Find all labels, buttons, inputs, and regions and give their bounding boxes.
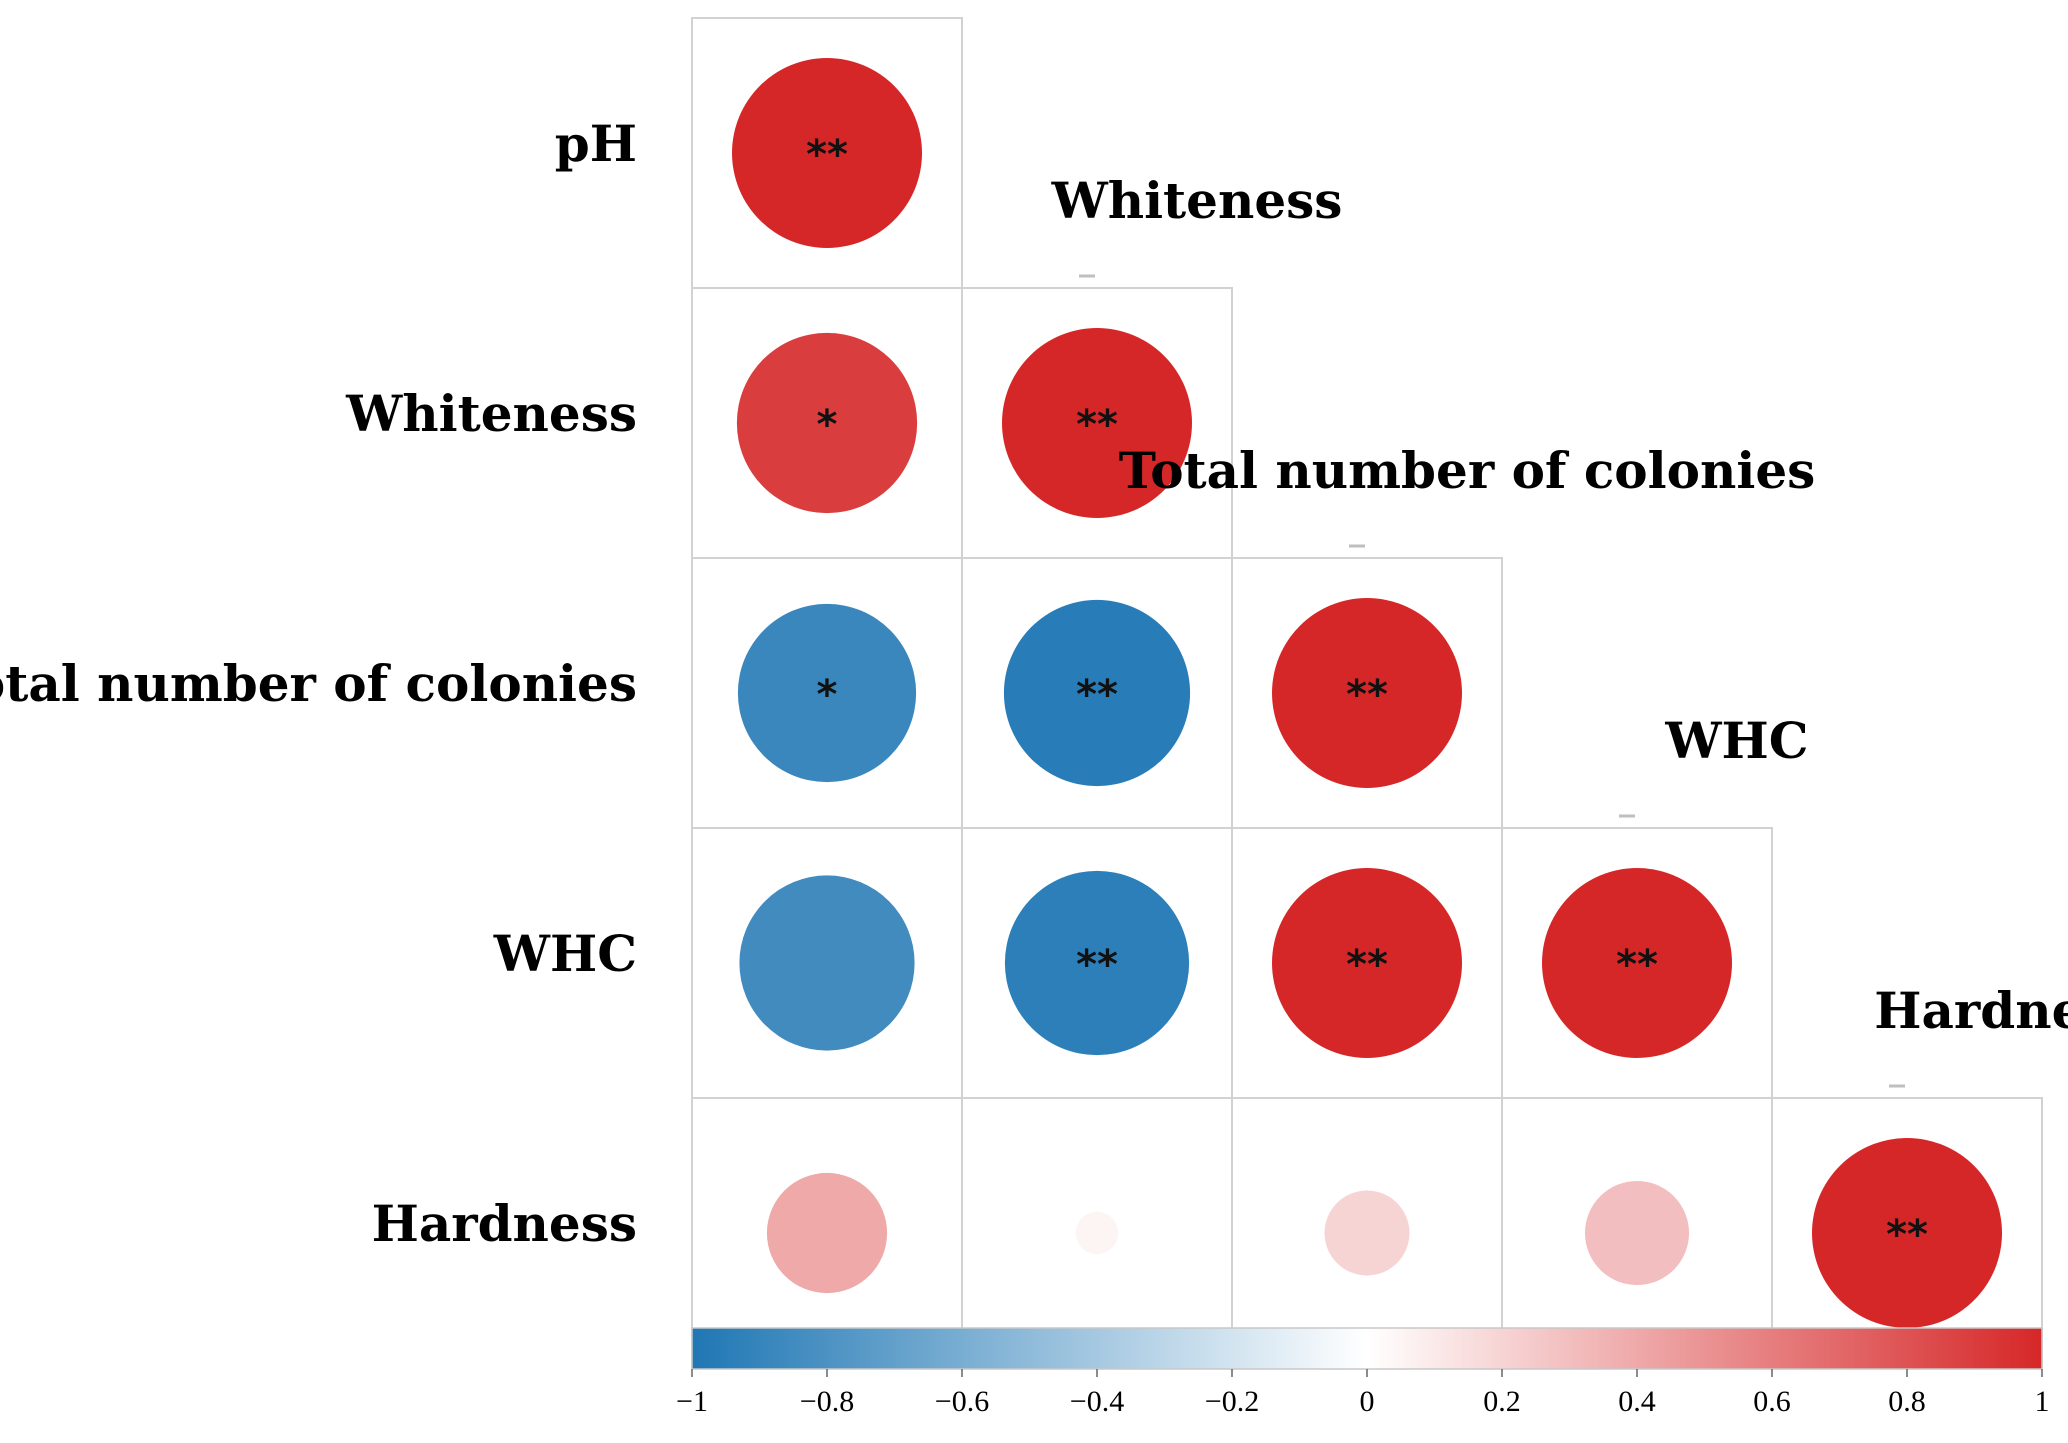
row-label-whc: WHC <box>493 924 637 983</box>
significance-marker: ** <box>1076 942 1118 988</box>
correlation-circle-4-3 <box>1584 1180 1690 1286</box>
correlation-circle-4-2 <box>1324 1190 1410 1276</box>
significance-marker: ** <box>1346 672 1388 718</box>
row-label-whiteness: Whiteness <box>345 384 637 443</box>
correlation-circle-4-1 <box>1075 1211 1119 1255</box>
significance-marker: * <box>817 402 838 448</box>
correlation-circle-2-1 <box>1003 599 1191 787</box>
colorbar-tick-label: 0.6 <box>1753 1385 1791 1418</box>
correlation-circle-1-0 <box>736 332 918 514</box>
correlation-circle-2-2 <box>1272 598 1462 788</box>
colorbar-tick-label: 0.2 <box>1483 1385 1521 1418</box>
correlation-circle-0-0 <box>732 58 922 248</box>
row-label-ph: pH <box>555 114 637 173</box>
colorbar: −1 −0.8 −0.6 −0.4 −0.2 0 0.2 0.4 0.6 0.8 1 <box>676 1327 2050 1418</box>
colorbar-tick-label: 0.4 <box>1618 1385 1656 1418</box>
colorbar-gradient <box>691 1327 2043 1370</box>
colorbar-tick-label: −0.6 <box>935 1385 989 1418</box>
correlation-circles <box>732 58 2002 1328</box>
significance-marker: * <box>817 672 838 718</box>
significance-marker: ** <box>1076 672 1118 718</box>
significance-markers: *** *** ** **** ** **** <box>806 132 1928 1258</box>
colorbar-tick-label: −0.4 <box>1070 1385 1124 1418</box>
colorbar-tick-label: 1 <box>2035 1385 2050 1418</box>
colorbar-tick-label: 0.8 <box>1888 1385 1926 1418</box>
significance-marker: ** <box>1076 402 1118 448</box>
significance-marker: ** <box>806 132 848 178</box>
colorbar-tick-label: 0 <box>1360 1385 1375 1418</box>
correlation-circle-4-0 <box>766 1172 888 1294</box>
row-label-total-number-of-colonies: Total number of colonies <box>0 654 637 713</box>
correlation-circle-3-3 <box>1542 868 1732 1058</box>
column-label-whiteness: Whiteness <box>1051 171 1343 230</box>
matrix-grid <box>691 17 2043 1369</box>
column-label-total-number-of-colonies: Total number of colonies <box>1119 441 1816 500</box>
correlation-circle-4-4 <box>1812 1138 2002 1328</box>
correlation-circle-1-1 <box>1002 328 1192 518</box>
significance-marker: ** <box>1346 942 1388 988</box>
colorbar-tick-label: −0.8 <box>800 1385 854 1418</box>
significance-marker: ** <box>1616 942 1658 988</box>
column-label-hardness: Hardness <box>1874 981 2068 1040</box>
variable-labels: pH Whiteness Whiteness Total number of colo… <box>0 114 2068 1253</box>
correlation-circle-3-0 <box>739 875 915 1051</box>
significance-marker: ** <box>1886 1212 1928 1258</box>
correlation-circle-3-2 <box>1272 868 1462 1058</box>
colorbar-tick-label: −0.2 <box>1205 1385 1259 1418</box>
correlation-circle-2-0 <box>737 603 917 783</box>
column-label-whc: WHC <box>1664 711 1808 770</box>
correlation-circle-3-1 <box>1004 870 1190 1056</box>
colorbar-tick-label: −1 <box>676 1385 708 1418</box>
row-label-hardness: Hardness <box>372 1194 637 1253</box>
